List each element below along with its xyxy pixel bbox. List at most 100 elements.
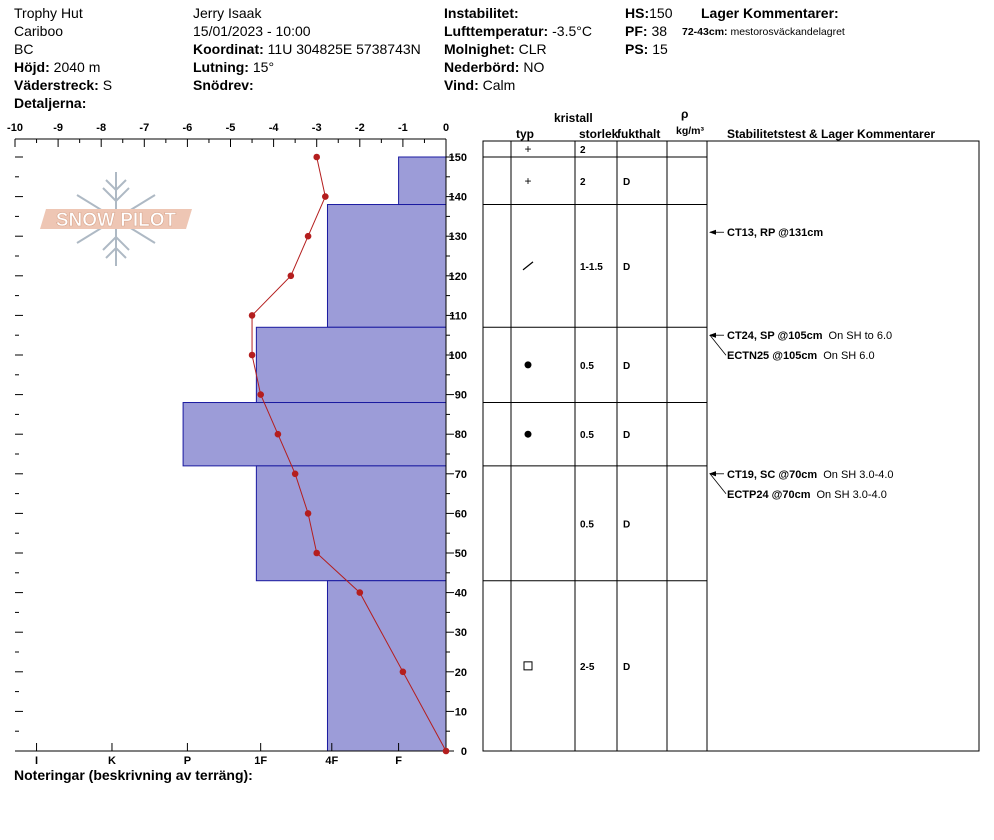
height-tick-label: 80 [455,429,467,441]
height-tick-label: 20 [455,667,467,679]
logo-flake-stroke [102,235,130,251]
temperature-point [287,272,295,280]
stability-test-name: ECTP24 @70cm [727,489,811,501]
pf-value: 38 [651,23,668,39]
layer-size: 2 [580,177,586,188]
hardness-tick-label: P [184,755,191,767]
coordinate-label: Koordinat: [193,41,264,57]
temperature-point [399,668,407,676]
stability-header: Stabilitetstest & Lager Kommentarer [727,127,936,141]
hardness-tick-label: 1F [254,755,267,767]
hardness-bar [182,402,447,467]
temperature-point [304,510,312,517]
layer-moisture: D [623,177,630,188]
temperature-tick-label: -3 [312,122,322,134]
hardness-bar [326,204,447,328]
crystal-type-square [523,661,533,671]
slope-label: Lutning: [193,59,249,75]
test-arrow-line [709,473,727,495]
observation-datetime: 15/01/2023 - 10:00 [193,23,311,39]
table-border [482,140,980,752]
density-symbol: ρ [681,107,689,121]
pf-row: PF: 38 [625,23,667,39]
stability-test-note: On SH 3.0-4.0 [817,489,887,501]
stability-test: CT19, SC @70cm On SH 3.0-4.0 [727,469,894,481]
airtemp-label: Lufttemperatur: [444,23,549,39]
chart-axes: -10 -9 -8 -7 -6 -5 -4 -3 -2 -1 0010203040506070809… [7,122,467,767]
temperature-point [313,153,321,161]
temperature-point [248,351,256,359]
test-arrow-line [709,334,727,356]
type-header: typ [516,127,534,141]
province-name: BC [14,41,34,57]
size-header: storlek [579,127,619,141]
logo-flake-stroke [105,246,127,259]
layer-moisture: D [623,430,630,441]
ps-row: PS: 15 [625,41,668,57]
stability-test-note: On SH to 6.0 [829,330,893,342]
drift-label: Snödrev: [193,77,254,93]
temperature-point [313,549,321,557]
aspect-row: Väderstreck: S [14,77,112,93]
height-tick-label: 120 [449,271,467,283]
stability-test: CT13, RP @131cm [727,227,823,239]
temperature-profile [248,153,450,755]
crystal-header: kristall [554,111,593,125]
height-tick-label: 100 [449,350,467,362]
test-arrow-head [709,332,716,338]
moisture-header: fukthalt [617,127,661,141]
details-label: Detaljerna: [14,95,87,111]
notes-label: Noteringar (beskrivning av terräng): [14,767,253,783]
temperature-tick-label: -4 [269,122,280,134]
height-tick-label: 150 [449,152,467,164]
coordinate-row: Koordinat: 11U 304825E 5738743N [193,41,421,57]
test-arrow-head [709,471,716,477]
hs-row: HS:150 [625,5,672,21]
stability-test: CT24, SP @105cm On SH to 6.0 [727,330,892,342]
temperature-point [322,193,329,200]
sky-value: CLR [518,41,547,57]
height-tick-label: 50 [455,548,467,560]
layer-size: 2-5 [580,662,595,673]
temperature-point [442,747,450,755]
layer-moisture: D [623,361,630,372]
wind-row: Vind: Calm [444,77,515,93]
crystal-type-dot [524,430,532,438]
layer-moisture: D [623,262,630,273]
stability-test-name: ECTN25 @105cm [727,350,817,362]
temperature-point [274,430,282,438]
stability-test-name: CT13, RP @131cm [727,227,823,239]
height-tick-label: 140 [449,192,467,204]
aspect-label: Väderstreck: [14,77,99,93]
slope-value: 15° [252,59,275,75]
precip-value: NO [523,59,545,75]
temperature-tick-label: -6 [183,122,193,134]
ps-label: PS: [625,41,649,57]
slope-row: Lutning: 15° [193,59,274,75]
stability-test-note: On SH 6.0 [823,350,874,362]
location-name: Trophy Hut [14,5,83,21]
temperature-tick-label: 0 [443,122,449,134]
temperature-tick-label: -1 [398,122,408,134]
layer-size: 1-1.5 [580,262,603,273]
logo-text: SNOW PILOT [56,210,177,231]
height-tick-label: 0 [461,746,467,758]
height-tick-label: 110 [449,310,467,322]
height-tick-label: 30 [455,627,467,639]
layer-comment-depth: 72-43cm: [682,26,728,38]
snowpilot-logo: SNOW PILOT [40,172,192,266]
test-arrow-head [709,229,716,235]
temperature-line [251,156,447,752]
airtemp-value: -3.5°C [552,23,592,39]
aspect-value: S [102,77,113,93]
layer-table: +2 D 1-1.5 D 0.5 D 0.5 D 0.5 D 2-5 D + 2 CT19, SC @70c… [482,140,980,752]
wind-label: Vind: [444,77,479,93]
layer-size: 0.5 [580,361,594,372]
crystal-type-dot [524,361,532,369]
temperature-point [304,232,312,240]
hardness-bar [255,465,447,582]
hardness-bar [398,156,447,206]
instability-label: Instabilitet: [444,5,519,21]
temperature-tick-label: -10 [7,122,23,134]
